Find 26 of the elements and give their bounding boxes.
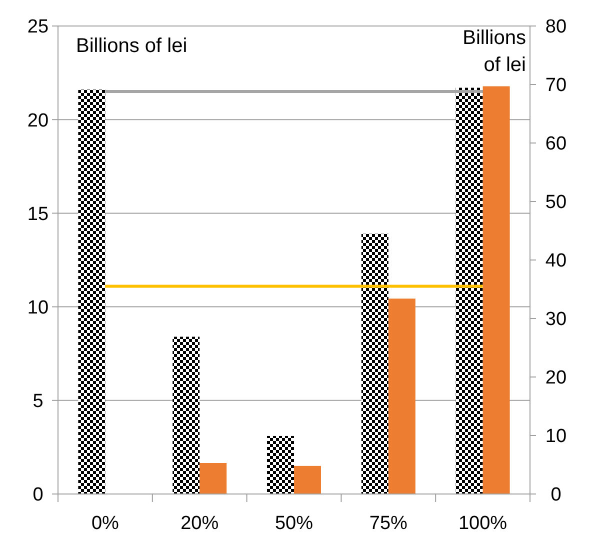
y2-tick-label: 80: [545, 16, 567, 38]
y2-tick-label: 20: [545, 368, 567, 389]
y-tick-label: 25: [27, 16, 49, 38]
y-tick-label: 15: [27, 204, 49, 225]
bar: [267, 436, 294, 494]
y2-tick-label: 60: [545, 134, 567, 155]
y2-tick-label: 40: [545, 250, 567, 272]
y-axis-title: Billions of lei: [76, 35, 188, 57]
y-tick-label: 5: [32, 391, 44, 412]
x-tick-label: 50%: [274, 513, 314, 534]
y2-tick-label: 10: [545, 426, 567, 448]
y-tick-label: 10: [27, 297, 49, 318]
x-tick-label: 20%: [180, 513, 219, 534]
bar: [200, 462, 227, 494]
x-tick-label: 0%: [91, 513, 120, 534]
y2-tick-label: 30: [545, 309, 567, 330]
bar: [172, 336, 200, 494]
x-tick-label: 75%: [369, 513, 408, 534]
y-tick-label: 0: [32, 484, 44, 506]
y2-tick-label: 0: [550, 484, 562, 506]
y2-tick-label: 50: [545, 192, 567, 214]
y2-tick-label: 70: [545, 75, 567, 96]
bar: [78, 90, 106, 494]
y-tick-label: 20: [27, 110, 49, 132]
x-tick-label: 100%: [458, 513, 508, 534]
y2-axis-title: Billions of lei: [462, 27, 526, 76]
